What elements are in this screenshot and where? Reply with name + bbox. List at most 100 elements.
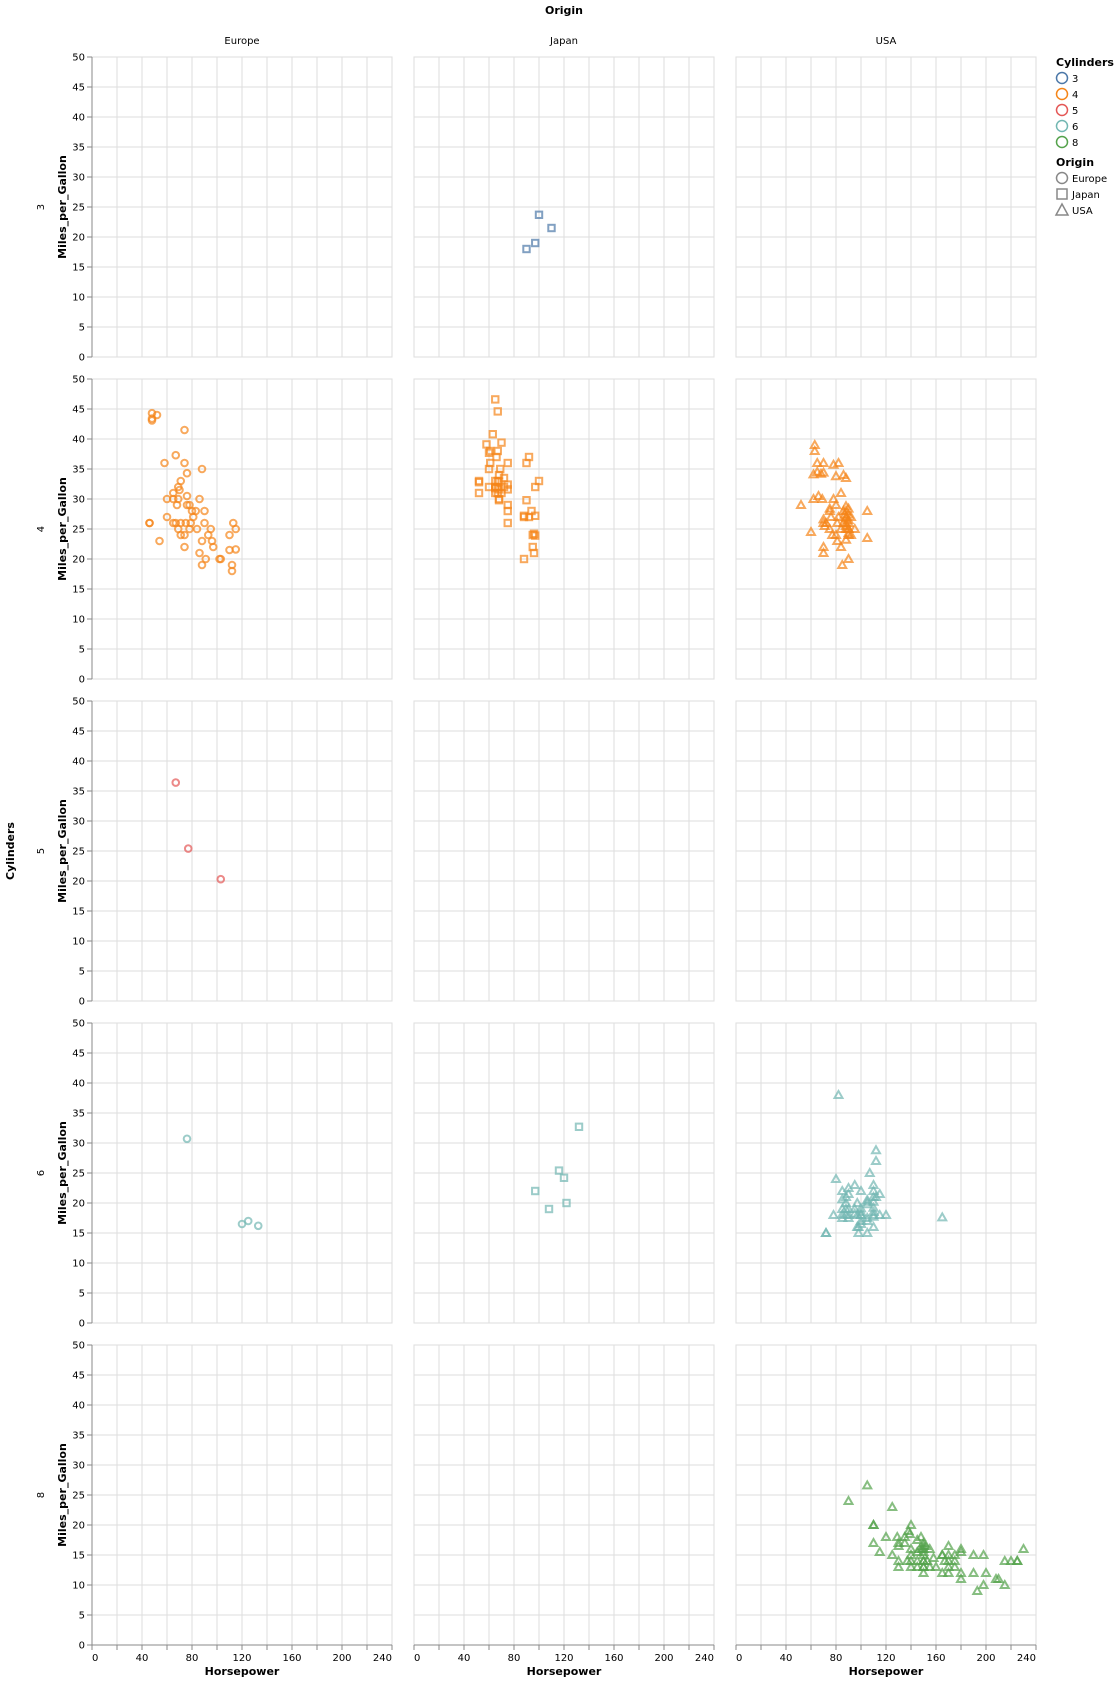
y-axis-title: Miles_per_Gallon <box>56 799 69 903</box>
data-point <box>874 1545 886 1556</box>
data-point <box>832 456 845 467</box>
data-point <box>840 533 852 544</box>
data-point <box>867 1220 880 1231</box>
column-header-europe: Europe <box>224 36 259 47</box>
x-tick-label: 160 <box>926 1653 945 1664</box>
data-point <box>905 1518 917 1529</box>
y-tick-label: 20 <box>72 1521 85 1532</box>
data-point <box>942 1539 955 1550</box>
y-tick-label: 40 <box>72 757 85 768</box>
y-tick-label: 30 <box>72 173 85 184</box>
panel-frame <box>735 56 1037 358</box>
data-point <box>999 1578 1011 1589</box>
data-point <box>529 548 539 558</box>
data-point <box>531 238 540 248</box>
legend: Cylinders 3 4 5 6 8 Origin Europe Japan USA <box>1054 56 1114 217</box>
y-tick-label: 25 <box>72 203 85 214</box>
data-point <box>1017 1542 1030 1553</box>
data-point <box>899 1536 911 1547</box>
data-point <box>967 1566 980 1577</box>
facet-panel-3-usa <box>735 56 1037 358</box>
data-point <box>892 1536 905 1547</box>
legend-symbol <box>1055 103 1069 117</box>
panel-frame <box>735 378 1037 680</box>
data-point <box>905 1560 917 1571</box>
facet-panel-8-japan: 0 40 80 120 160 200 240 Horsepower <box>413 1344 715 1678</box>
data-point <box>867 1518 880 1529</box>
data-point <box>227 560 237 570</box>
legend-title-cylinders: Cylinders <box>1056 56 1114 69</box>
data-point <box>795 498 807 509</box>
data-point <box>820 516 832 527</box>
data-point <box>807 468 820 479</box>
y-tick-label: 40 <box>72 113 85 124</box>
x-axis-title: Horsepower <box>849 1665 924 1678</box>
data-point <box>867 1184 880 1195</box>
x-tick-label: 0 <box>414 1653 420 1664</box>
data-point <box>831 534 843 545</box>
data-point <box>832 1088 845 1099</box>
legend-item-cylinders-6: 6 <box>1055 119 1078 133</box>
data-point <box>915 1530 927 1541</box>
data-point <box>977 1548 990 1559</box>
data-point <box>559 1173 569 1182</box>
y-tick-label: 45 <box>72 1049 85 1060</box>
data-point <box>967 1548 980 1559</box>
y-tick-label: 20 <box>72 1199 85 1210</box>
y-axis-title: Miles_per_Gallon <box>56 1443 69 1547</box>
data-point <box>529 529 539 538</box>
legend-symbol <box>1056 188 1068 200</box>
y-tick-label: 25 <box>72 525 85 536</box>
data-point <box>842 552 855 563</box>
data-point <box>534 476 544 486</box>
data-point <box>824 522 836 533</box>
data-point <box>842 1208 855 1219</box>
x-tick-label: 40 <box>458 1653 471 1664</box>
data-point <box>852 1226 865 1237</box>
y-axis: 0 5 10 15 20 25 30 35 40 45 50 <box>72 1019 93 1330</box>
series-4-europe <box>145 408 241 576</box>
data-point <box>874 1208 886 1219</box>
data-point <box>836 1193 848 1204</box>
facet-panel-4-europe: 0 5 10 15 20 25 30 35 40 45 50 <box>72 375 393 686</box>
data-point <box>182 491 192 501</box>
data-point <box>197 560 207 570</box>
data-point <box>936 1566 948 1577</box>
data-point <box>917 1566 930 1577</box>
x-axis: 0 40 80 120 160 200 240 <box>735 1644 1037 1664</box>
data-point <box>870 1144 882 1155</box>
data-point <box>503 518 512 528</box>
y-tick-label: 50 <box>72 53 85 64</box>
legend-symbol <box>1055 71 1069 85</box>
data-point <box>864 1166 876 1177</box>
data-point <box>842 522 855 533</box>
data-point <box>493 407 502 416</box>
data-point <box>917 1560 930 1571</box>
y-tick-label: 0 <box>79 1319 85 1330</box>
data-point <box>930 1560 942 1571</box>
data-point <box>849 1178 861 1189</box>
x-tick-label: 200 <box>654 1653 673 1664</box>
data-point <box>155 536 164 546</box>
data-point <box>936 1548 948 1559</box>
series-4-japan <box>474 395 544 564</box>
facet-panel-6-usa <box>735 1022 1037 1324</box>
y-axis-title: Miles_per_Gallon <box>56 1121 69 1225</box>
data-point <box>191 506 201 516</box>
data-point <box>924 1542 936 1553</box>
data-point <box>486 458 495 468</box>
y-tick-label: 35 <box>72 465 85 476</box>
y-tick-label: 30 <box>72 817 85 828</box>
facet-panel-3-europe: 0 5 10 15 20 25 30 35 40 45 50 <box>72 53 393 364</box>
y-tick-label: 15 <box>72 1551 85 1562</box>
row-header-4: 4 <box>36 526 47 532</box>
data-point <box>842 1187 855 1198</box>
data-point <box>171 450 181 460</box>
legend-symbol <box>1055 171 1069 185</box>
x-tick-label: 40 <box>136 1653 149 1664</box>
data-point <box>176 476 186 486</box>
data-point <box>243 1216 253 1226</box>
facet-panel-5-europe: 0 5 10 15 20 25 30 35 40 45 50 <box>72 697 393 1008</box>
data-point <box>904 1527 916 1538</box>
